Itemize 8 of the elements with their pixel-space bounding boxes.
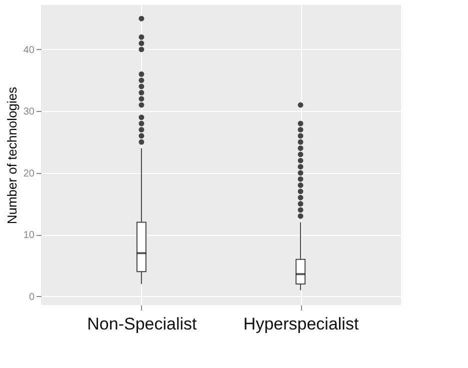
- y-tick-label: 10: [23, 230, 35, 242]
- y-tick-label: 40: [23, 44, 35, 56]
- y-axis-title: Number of technologies: [4, 86, 20, 224]
- x-tick-label: Non-Specialist: [87, 314, 198, 334]
- y-tick-label: 30: [23, 106, 35, 118]
- x-tick-label: Hyperspecialist: [243, 314, 359, 334]
- y-tick-label: 20: [23, 168, 35, 180]
- y-tick-label: 0: [28, 292, 35, 303]
